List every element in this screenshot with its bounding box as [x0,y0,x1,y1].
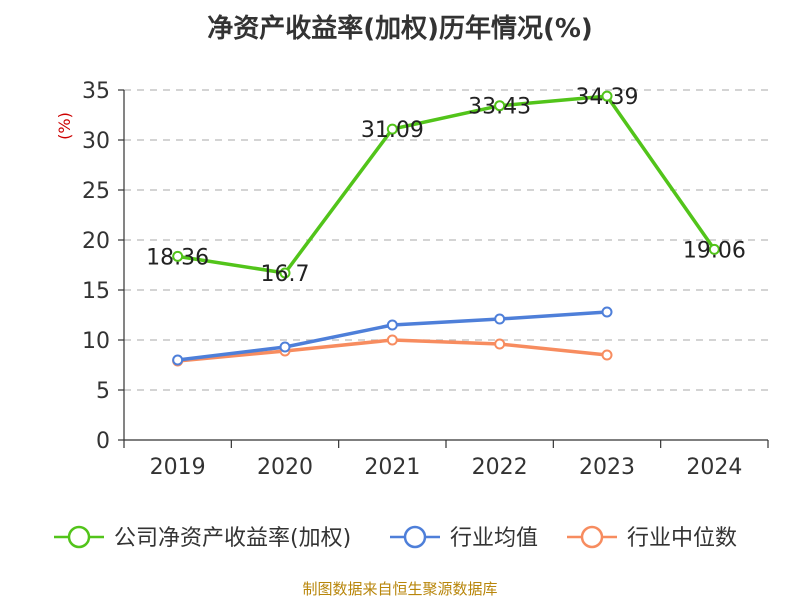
x-tick-label: 2020 [257,455,313,480]
data-point [386,319,398,331]
data-point [601,349,613,361]
y-tick-label: 15 [82,279,110,304]
x-tick-label: 2023 [579,455,635,480]
data-label: 31.09 [361,118,424,143]
y-tick-label: 20 [82,229,110,254]
data-point [279,341,291,353]
legend-item: 行业中位数 [567,525,737,551]
data-point [494,100,506,112]
y-tick-label: 5 [96,379,110,404]
chart-title: 净资产收益率(加权)历年情况(%) [207,14,593,44]
data-point [494,338,506,350]
data-label: 18.36 [146,245,209,270]
data-point [172,354,184,366]
legend-swatch-marker [580,525,604,549]
data-label: 16.7 [261,262,310,287]
legend-swatch-marker [403,525,427,549]
y-tick-label: 35 [82,79,110,104]
legend: 公司净资产收益率(加权) 行业均值 行业中位数 [54,525,737,551]
data-point [279,267,291,279]
data-label: 34.39 [576,85,639,110]
x-tick-label: 2019 [150,455,206,480]
y-tick-label: 0 [96,429,110,454]
data-point [601,90,613,102]
y-tick-label: 25 [82,179,110,204]
y-tick-label: 10 [82,329,110,354]
legend-label: 行业均值 [450,526,538,551]
x-tick-label: 2021 [364,455,420,480]
source-note: 制图数据来自恒生聚源数据库 [302,580,498,598]
series-line [177,94,716,275]
data-point [494,313,506,325]
data-label: 33.43 [468,95,531,120]
x-tick-labels: 2019 2020 2021 2022 2023 2024 [150,455,743,480]
y-tick-label: 30 [82,129,110,154]
data-label: 19.06 [683,238,746,263]
y-tick-labels: 0 5 10 15 20 25 30 35 [82,79,110,454]
axes [123,90,769,448]
x-tick-label: 2022 [472,455,528,480]
data-point [386,334,398,346]
x-tick-label: 2024 [686,455,742,480]
grid-lines [118,89,768,441]
data-labels: 18.36 16.7 31.09 33.43 34.39 19.06 [146,85,746,287]
legend-swatch-marker [67,525,91,549]
data-point [386,123,398,135]
data-point [172,250,184,262]
legend-item: 行业均值 [390,525,538,551]
data-point [601,306,613,318]
legend-item: 公司净资产收益率(加权) [54,525,351,551]
legend-label: 公司净资产收益率(加权) [114,526,351,551]
data-point [708,243,720,255]
legend-label: 行业中位数 [627,526,737,551]
series-layer [172,90,720,367]
y-axis-label: (%) [55,112,74,140]
